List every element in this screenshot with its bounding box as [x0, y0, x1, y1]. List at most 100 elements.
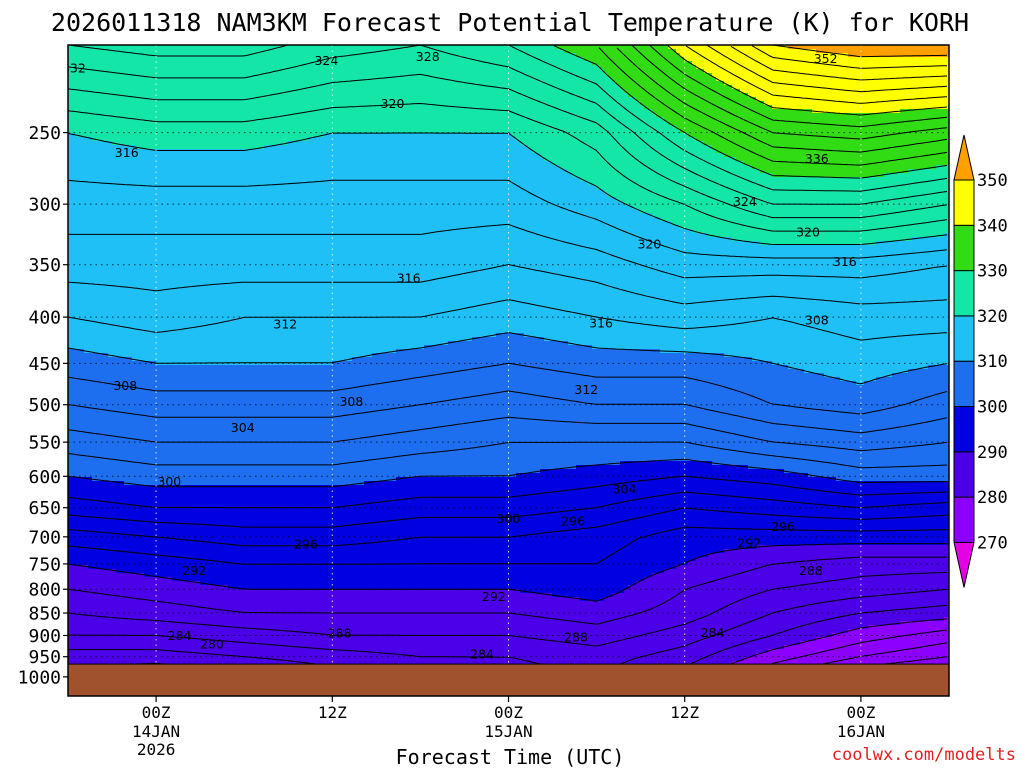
field-cell [92, 53, 97, 58]
field-cell [80, 441, 85, 446]
field-cell [84, 113, 89, 118]
field-cell [92, 637, 97, 642]
field-cell [76, 373, 81, 378]
field-cell [92, 49, 97, 54]
field-cell [84, 553, 89, 558]
field-cell [88, 161, 93, 166]
field-cell [72, 493, 77, 498]
field-cell [88, 561, 93, 566]
field-cell [80, 345, 85, 350]
field-cell [72, 445, 77, 450]
field-cell [88, 201, 93, 206]
field-cell [72, 429, 77, 434]
field-cell [80, 225, 85, 230]
field-cell [88, 337, 93, 342]
field-cell [72, 53, 77, 58]
field-cell [76, 121, 81, 126]
field-cell [88, 117, 93, 122]
field-cell [88, 133, 93, 138]
field-cell [72, 105, 77, 110]
field-cell [80, 573, 85, 578]
field-cell [88, 517, 93, 522]
field-cell [92, 449, 97, 454]
field-cell [84, 153, 89, 158]
field-cell [92, 353, 97, 358]
field-cell [92, 501, 97, 506]
field-cell [92, 81, 97, 86]
field-cell [88, 373, 93, 378]
field-cell [72, 637, 77, 642]
field-cell [84, 145, 89, 150]
field-cell [84, 49, 89, 54]
field-cell [92, 357, 97, 362]
field-cell [72, 297, 77, 302]
field-cell [80, 409, 85, 414]
field-cell [72, 225, 77, 230]
field-cell [80, 625, 85, 630]
field-cell [92, 221, 97, 226]
field-cell [84, 517, 89, 522]
field-cell [92, 253, 97, 258]
field-cell [92, 373, 97, 378]
field-cell [76, 173, 81, 178]
field-cell [76, 277, 81, 282]
field-cell [80, 617, 85, 622]
field-cell [84, 241, 89, 246]
field-cell [72, 145, 77, 150]
field-cell [80, 153, 85, 158]
field-cell [80, 593, 85, 598]
field-cell [84, 477, 89, 482]
field-cell [92, 141, 97, 146]
field-cell [80, 113, 85, 118]
field-cell [80, 245, 85, 250]
field-cell [76, 425, 81, 430]
field-cell [88, 249, 93, 254]
field-cell [72, 341, 77, 346]
field-cell [84, 325, 89, 330]
field-cell [84, 277, 89, 282]
field-cell [72, 641, 77, 646]
field-cell [88, 269, 93, 274]
field-cell [92, 593, 97, 598]
field-cell [84, 105, 89, 110]
field-cell [88, 329, 93, 334]
field-cell [80, 237, 85, 242]
field-cell [92, 205, 97, 210]
field-cell [84, 309, 89, 314]
field-cell [88, 601, 93, 606]
field-cell [80, 217, 85, 222]
field-cell [84, 417, 89, 422]
field-cell [88, 213, 93, 218]
field-cell [92, 541, 97, 546]
field-cell [92, 333, 97, 338]
field-cell [88, 557, 93, 562]
field-cell [88, 369, 93, 374]
field-cell [84, 657, 89, 662]
field-cell [84, 421, 89, 426]
field-cell [76, 105, 81, 110]
field-cell [76, 457, 81, 462]
field-cell [72, 381, 77, 386]
field-cell [72, 545, 77, 550]
field-cell [84, 621, 89, 626]
field-cell [96, 185, 101, 190]
field-cell [88, 289, 93, 294]
field-cell [96, 57, 101, 62]
field-cell [92, 581, 97, 586]
field-cell [84, 205, 89, 210]
field-cell [76, 329, 81, 334]
field-cell [84, 637, 89, 642]
field-cell [96, 125, 101, 130]
field-cell [88, 149, 93, 154]
field-cell [80, 249, 85, 254]
field-cell [76, 593, 81, 598]
field-cell [72, 125, 77, 130]
field-cell [88, 241, 93, 246]
field-cell [84, 485, 89, 490]
field-cell [72, 93, 77, 98]
field-cell [76, 485, 81, 490]
field-cell [76, 469, 81, 474]
field-cell [80, 597, 85, 602]
field-cell [76, 125, 81, 130]
field-cell [72, 481, 77, 486]
